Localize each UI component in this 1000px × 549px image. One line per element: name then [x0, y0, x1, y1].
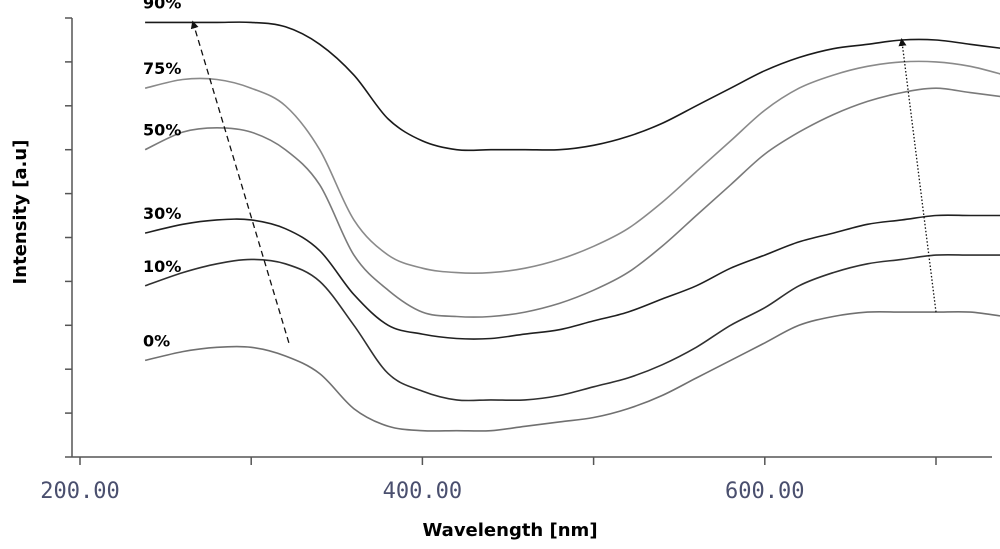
y-axis-title: Intensity [a.u]	[10, 140, 31, 285]
series-line-30pct	[144, 214, 1000, 340]
series-label: 30%	[143, 204, 181, 223]
series-line-90pct	[145, 21, 1000, 152]
dotted-arrow-annotation	[898, 37, 937, 313]
series-label: 10%	[143, 257, 181, 276]
dashed-arrow-annotation	[190, 20, 290, 344]
axes: 200.00 400.00 600.00	[40, 17, 992, 504]
series-label: 90%	[143, 0, 181, 12]
series-group	[144, 21, 1000, 432]
x-tick-label: 600.00	[725, 479, 804, 504]
series-label: 75%	[143, 59, 181, 78]
annotations-group	[190, 20, 937, 344]
series-label: 0%	[143, 331, 170, 350]
series-line-50pct	[144, 87, 1000, 318]
series-label: 50%	[143, 121, 181, 140]
series-line-0pct	[144, 310, 1000, 432]
labels-group: Wavelength [nm] Intensity [a.u] 0% 10% 30%…	[10, 0, 598, 541]
x-axis-title: Wavelength [nm]	[422, 520, 597, 541]
series-line-10pct	[144, 253, 1000, 402]
x-tick-label: 400.00	[383, 479, 462, 504]
x-tick-label: 200.00	[40, 479, 119, 504]
series-line-75pct	[144, 60, 1000, 274]
